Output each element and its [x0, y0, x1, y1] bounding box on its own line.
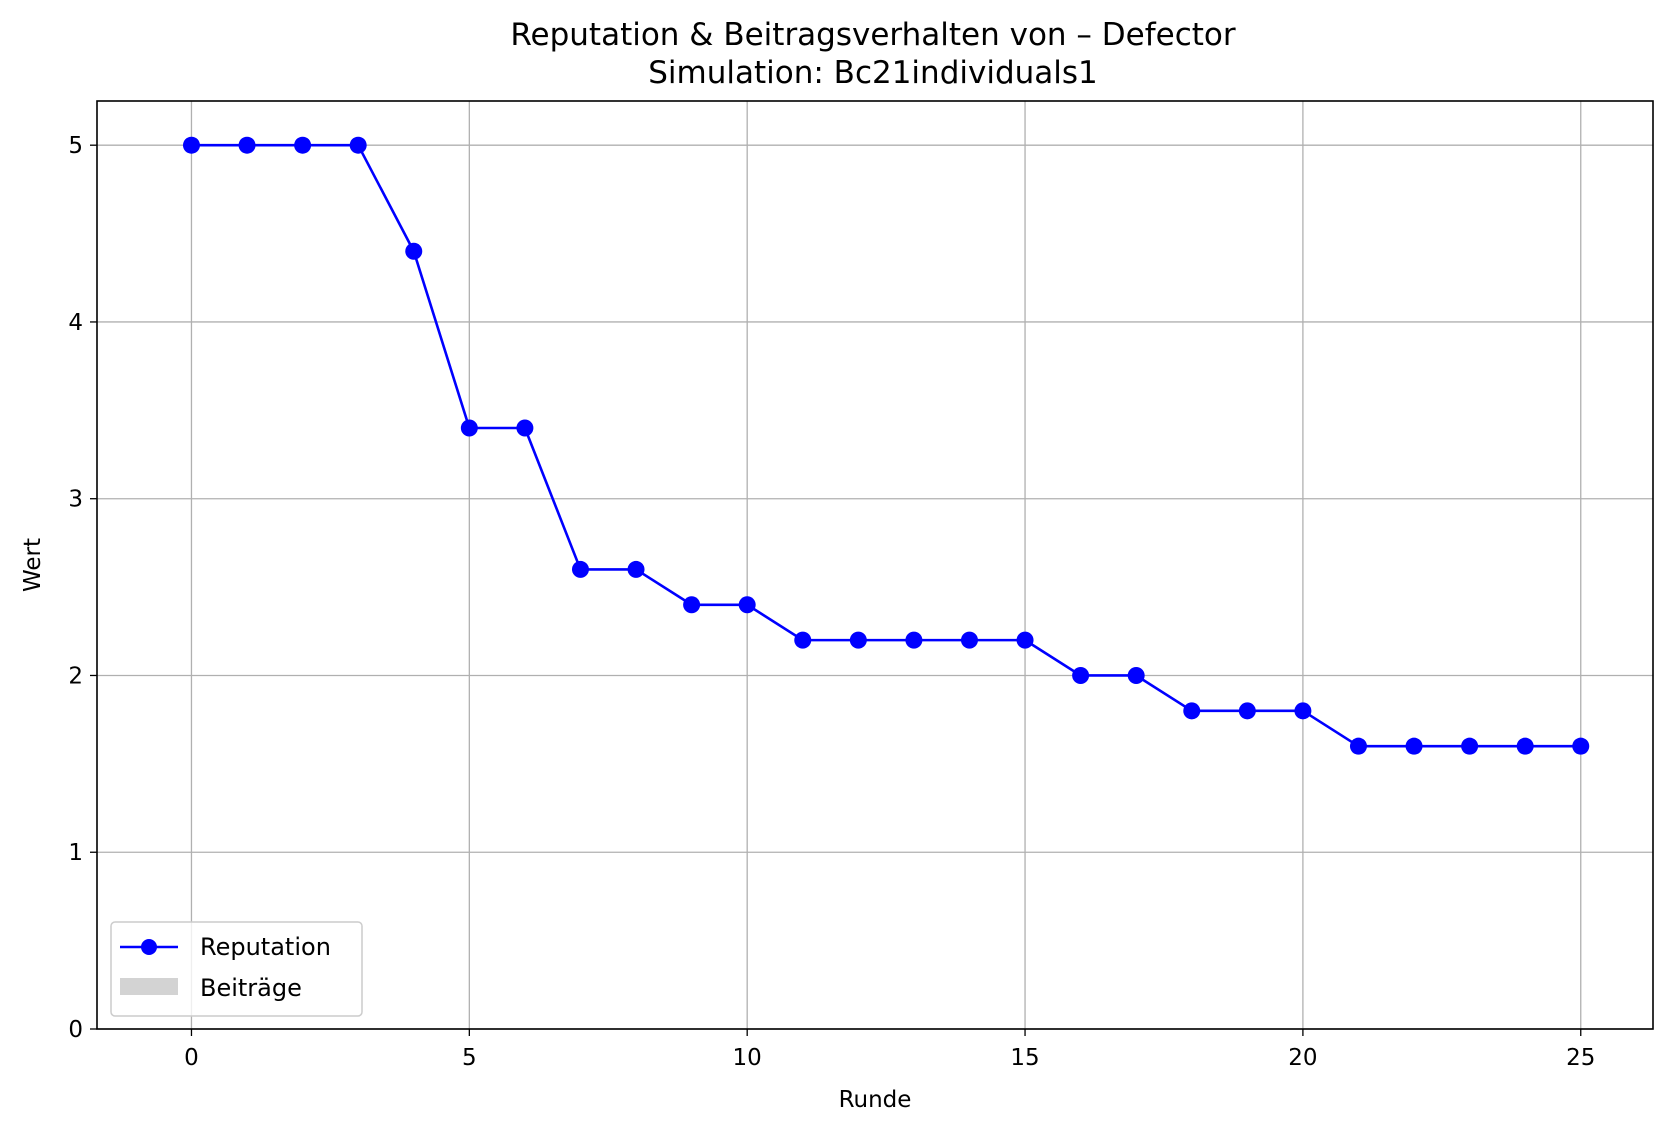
- reputation-line: [191, 143, 1581, 748]
- reputation-point: [349, 136, 367, 154]
- reputation-point: [1294, 702, 1312, 720]
- reputation-point: [1238, 702, 1256, 720]
- reputation-point: [960, 631, 978, 649]
- reputation-point: [1183, 702, 1201, 720]
- axis-ticks: 0 5 10 15 20 25 0 1 2 3 4 5: [68, 133, 1595, 1071]
- reputation-point: [1349, 737, 1367, 755]
- grid: [97, 101, 1653, 1030]
- reputation-point: [1016, 631, 1034, 649]
- reputation-point: [571, 560, 589, 578]
- reputation-point: [182, 136, 200, 154]
- x-tick-label: 25: [1566, 1045, 1595, 1071]
- plot-frame: [96, 100, 1654, 1030]
- reputation-point: [405, 242, 423, 260]
- reputation-point: [849, 631, 867, 649]
- reputation-point: [627, 560, 645, 578]
- reputation-point: [683, 596, 701, 614]
- reputation-point: [1461, 737, 1479, 755]
- legend: Reputation Beiträge: [110, 921, 363, 1017]
- reputation-point: [294, 136, 312, 154]
- reputation-point: [794, 631, 812, 649]
- x-axis-label: Runde: [839, 1087, 912, 1113]
- legend-reputation-marker: [141, 939, 157, 955]
- x-tick-label: 0: [184, 1045, 199, 1071]
- series-reputation: [182, 136, 1590, 755]
- y-axis-label: Wert: [20, 538, 46, 592]
- x-tick-label: 5: [462, 1045, 477, 1071]
- reputation-point: [1072, 666, 1090, 684]
- y-tick-label: 5: [68, 133, 83, 159]
- x-tick-label: 15: [1010, 1045, 1039, 1071]
- y-tick-label: 0: [68, 1017, 83, 1043]
- reputation-point: [238, 136, 256, 154]
- chart-title: Reputation & Beitragsverhalten von – Def…: [510, 17, 1236, 53]
- reputation-point: [1516, 737, 1534, 755]
- reputation-point: [1572, 737, 1590, 755]
- legend-beitraege-swatch: [120, 978, 178, 995]
- y-tick-label: 1: [68, 840, 83, 866]
- y-tick-label: 3: [68, 487, 83, 513]
- reputation-point: [905, 631, 923, 649]
- reputation-point: [516, 419, 534, 437]
- legend-beitraege-label: Beiträge: [200, 974, 302, 1002]
- y-tick-label: 4: [68, 310, 83, 336]
- x-tick-label: 10: [733, 1045, 762, 1071]
- reputation-point: [738, 596, 756, 614]
- y-tick-label: 2: [68, 663, 83, 689]
- chart-subtitle: Simulation: Bc21individuals1: [648, 55, 1098, 91]
- reputation-point: [460, 419, 478, 437]
- reputation-point: [1405, 737, 1423, 755]
- reputation-point: [1127, 666, 1145, 684]
- legend-reputation-label: Reputation: [200, 933, 331, 961]
- x-tick-label: 20: [1288, 1045, 1317, 1071]
